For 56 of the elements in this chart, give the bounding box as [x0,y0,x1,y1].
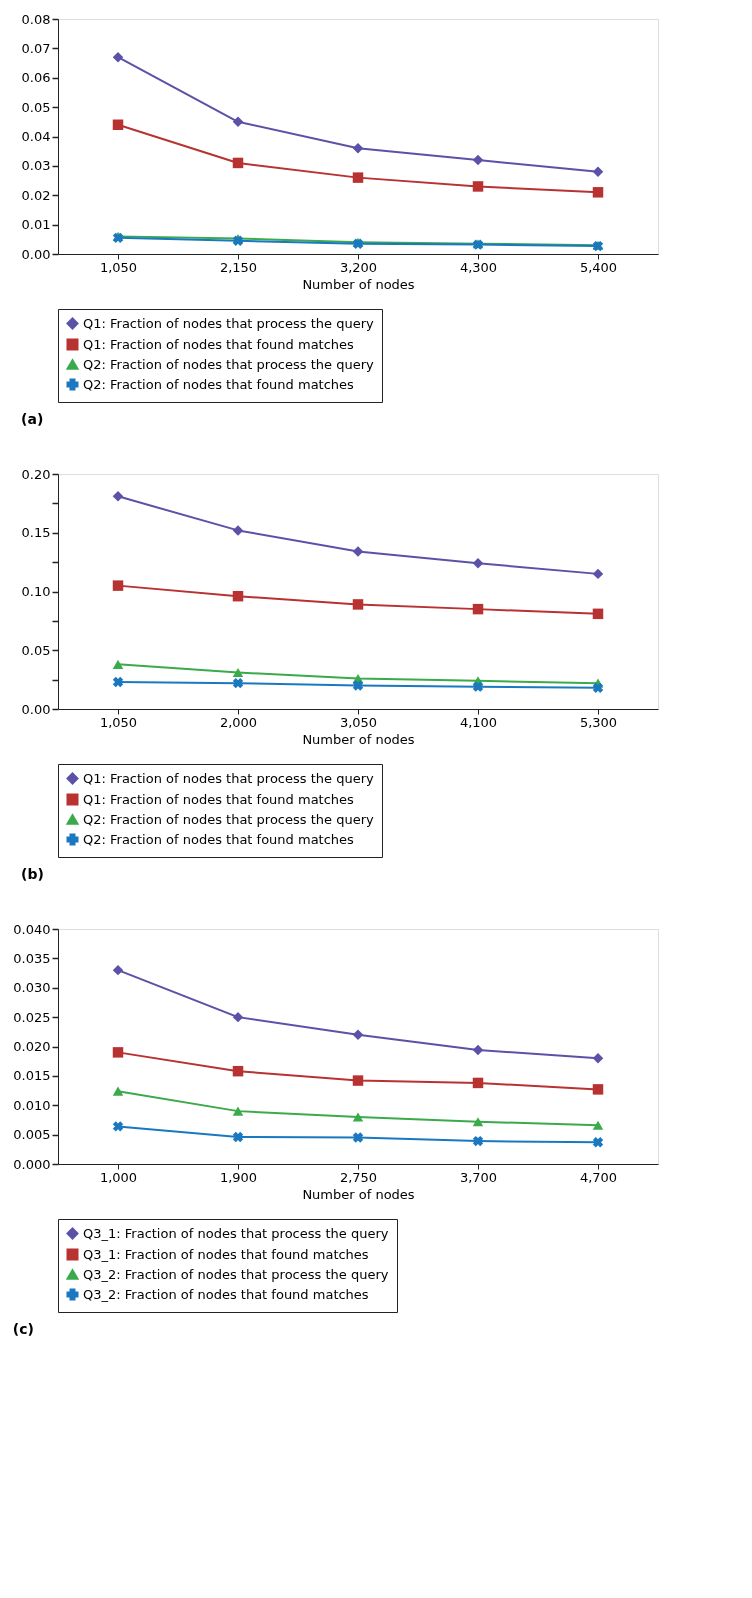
y-tick-label: 0.01 [21,217,51,233]
legend-label: Q1: Fraction of nodes that process the query [83,770,374,786]
y-tick-label: 0.10 [21,584,51,599]
y-tick-label: 0.020 [13,1039,51,1054]
legend-label: Q2: Fraction of nodes that process the query [83,811,374,827]
y-tick-label: 0.04 [21,129,51,144]
y-tick-label: 0.040 [13,921,51,937]
x-tick-label: 1,000 [99,1169,138,1185]
y-tick-label: 0.15 [21,525,51,541]
legend-label: Q1: Fraction of nodes that process the query [83,315,374,331]
y-tick-label: 0.20 [21,466,51,482]
y-tick-label: 0.07 [21,40,51,56]
y-tick-label: 0.06 [21,70,51,86]
legend-label: Q3_1: Fraction of nodes that found matches [83,1246,369,1262]
x-tick-label: 4,700 [579,1169,618,1185]
y-tick-label: 0.005 [13,1127,51,1143]
legend-label: Q3_1: Fraction of nodes that process the query [83,1225,389,1241]
legend-label: Q2: Fraction of nodes that process the query [83,356,374,372]
x-tick-label: 5,400 [579,259,618,275]
text: (a) [21,410,44,427]
y-tick-label: 0.015 [13,1068,51,1084]
y-tick-label: 0.08 [21,11,51,27]
x-tick-label: 2,750 [339,1169,378,1185]
y-tick-label: 0.030 [13,980,51,996]
legend-label: Q2: Fraction of nodes that found matches [83,831,355,847]
x-axis-title: Number of nodes [302,731,415,747]
x-tick-label: 2,000 [219,714,258,730]
legend-label: Q1: Fraction of nodes that found matches [83,336,355,352]
text: (c) [12,1320,34,1337]
x-tick-label: 3,050 [339,714,378,730]
y-tick-label: 0.00 [21,701,51,717]
legend-label: Q2: Fraction of nodes that found matches [83,376,355,392]
legend-label: Q3_2: Fraction of nodes that process the query [83,1266,389,1282]
legend-label: Q1: Fraction of nodes that found matches [83,791,355,807]
x-tick-label: 4,300 [459,259,498,275]
x-axis-title: Number of nodes [302,276,415,292]
x-tick-label: 1,900 [219,1169,258,1185]
text: (b) [21,865,44,882]
y-tick-label: 0.035 [13,950,51,966]
y-tick-label: 0.03 [21,158,51,174]
legend-label: Q3_2: Fraction of nodes that found matches [83,1286,369,1302]
x-tick-label: 5,300 [579,714,618,730]
x-tick-label: 1,050 [99,259,138,275]
x-tick-label: 3,200 [339,259,378,275]
x-tick-label: 2,150 [219,259,258,275]
y-tick-label: 0.000 [13,1156,51,1172]
x-tick-label: 1,050 [99,714,138,730]
y-tick-label: 0.02 [21,187,51,203]
x-axis-title: Number of nodes [302,1186,415,1202]
y-tick-label: 0.010 [13,1097,51,1113]
y-tick-label: 0.00 [21,246,51,262]
y-tick-label: 0.05 [21,99,51,115]
x-tick-label: 3,700 [459,1169,498,1185]
y-tick-label: 0.025 [13,1009,51,1025]
x-tick-label: 4,100 [459,714,498,730]
y-tick-label: 0.05 [21,642,51,658]
